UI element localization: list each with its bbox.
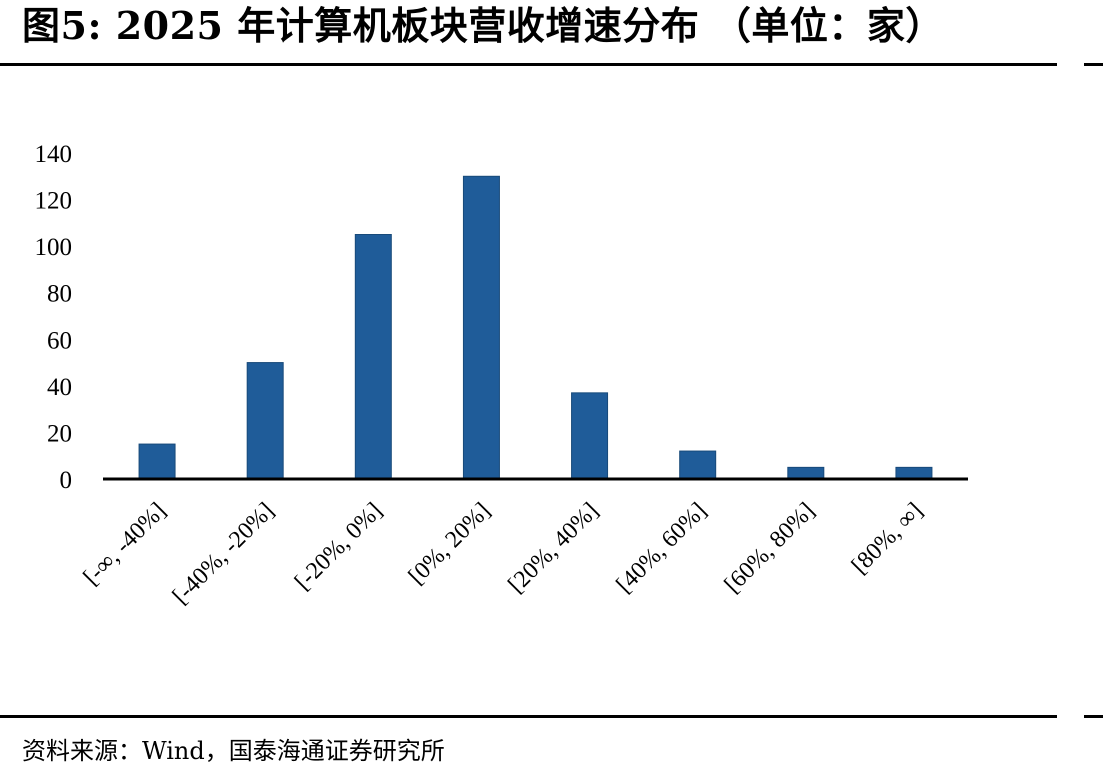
bar: [679, 450, 717, 480]
x-axis-ticks: [-∞, -40%][-40%, -20%] [-20%, 0%] [0%, 20%…: [79, 498, 929, 610]
x-tick-label: [40%, 60%]: [612, 498, 712, 598]
y-tick-label: 40: [47, 374, 72, 401]
x-tick-label: [60%, 80%]: [720, 498, 820, 598]
top-divider-stub: [1084, 63, 1103, 66]
bar-chart: 0 20 40 60 80 100 120 140 [-∞, -40%][-40%, -20%…: [35, 141, 968, 610]
y-tick-label: 60: [47, 327, 72, 354]
bar: [787, 466, 825, 480]
source-note: 资料来源：Wind，国泰海通证券研究所: [22, 737, 445, 765]
x-tick-label: [-20%, 0%]: [290, 498, 388, 596]
bars: [138, 175, 933, 480]
y-tick-label: 80: [47, 281, 72, 308]
bar: [571, 392, 609, 480]
bar: [462, 175, 500, 480]
x-tick-label: [20%, 40%]: [503, 498, 603, 598]
y-tick-label: 20: [47, 420, 72, 447]
bottom-divider: [0, 715, 1057, 718]
x-tick-label: [-40%, -20%]: [168, 498, 280, 610]
bottom-divider-stub: [1084, 715, 1103, 718]
y-tick-label: 140: [35, 141, 73, 168]
y-tick-label: 0: [60, 467, 73, 494]
bar: [138, 443, 176, 480]
top-divider: [0, 63, 1057, 66]
bar: [354, 234, 392, 480]
y-tick-label: 100: [35, 234, 73, 261]
x-tick-label: [-∞, -40%]: [79, 498, 172, 591]
x-tick-label: [0%, 20%]: [404, 498, 496, 590]
y-tick-label: 120: [35, 188, 73, 215]
y-axis-ticks: 0 20 40 60 80 100 120 140: [35, 141, 73, 494]
x-tick-label: [80%, ∞]: [847, 498, 928, 579]
bar: [246, 362, 284, 480]
bar: [895, 466, 933, 480]
chart-title: 图5: 2025 年计算机板块营收增速分布 （单位：家）: [22, 3, 944, 48]
